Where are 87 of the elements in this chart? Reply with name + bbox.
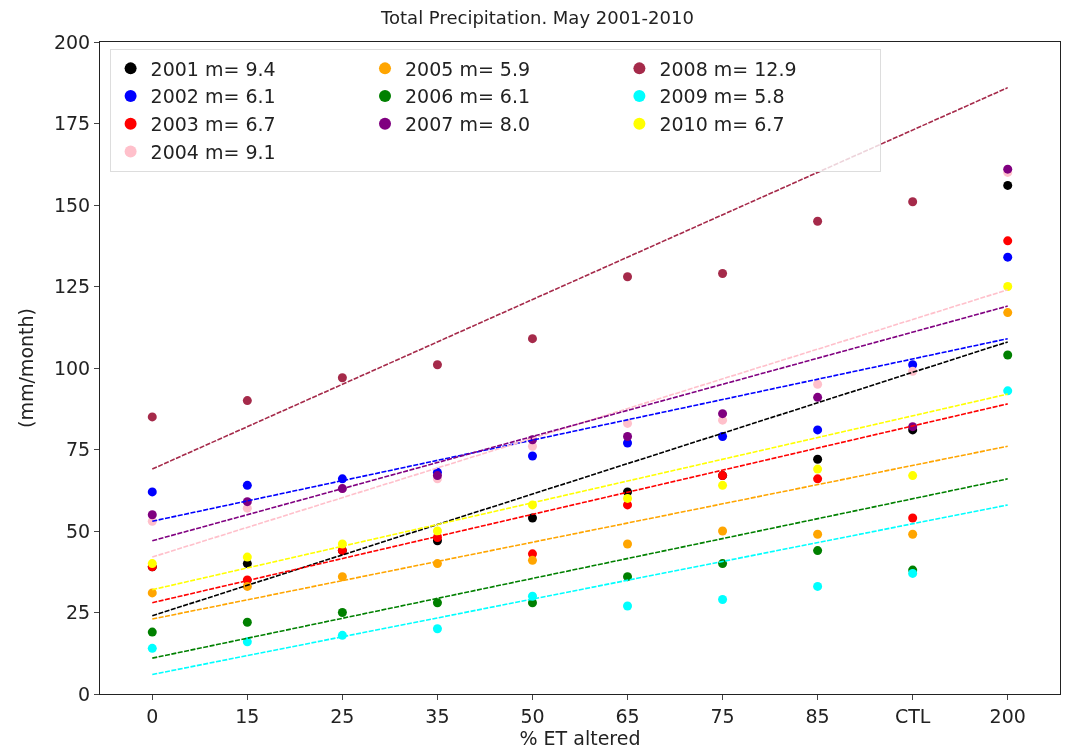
point xyxy=(813,546,823,556)
point xyxy=(147,510,157,520)
point xyxy=(813,464,823,474)
point xyxy=(718,526,728,536)
x-tick-label: 65 xyxy=(615,704,640,727)
y-tick-label: 50 xyxy=(66,519,91,542)
y-tick-label: 200 xyxy=(53,30,91,53)
point xyxy=(1003,308,1013,318)
point xyxy=(813,581,823,591)
y-tick-label: 25 xyxy=(66,601,91,624)
point xyxy=(623,418,633,428)
legend-label: 2002 m= 6.1 xyxy=(150,85,276,108)
legend-label: 2007 m= 8.0 xyxy=(405,113,531,136)
point xyxy=(242,637,252,647)
legend-label: 2006 m= 6.1 xyxy=(405,85,531,108)
y-tick-label: 175 xyxy=(53,112,91,135)
point xyxy=(242,552,252,562)
legend-label: 2003 m= 6.7 xyxy=(150,113,276,136)
point xyxy=(242,617,252,627)
point xyxy=(623,572,633,582)
point xyxy=(337,608,347,617)
point xyxy=(1003,252,1013,262)
x-axis-title: % ET altered xyxy=(519,726,641,749)
point xyxy=(432,624,442,634)
legend-label: 2001 m= 9.4 xyxy=(150,57,276,80)
point xyxy=(623,431,633,441)
point xyxy=(813,392,823,402)
point xyxy=(908,513,918,523)
point xyxy=(718,594,728,604)
y-tick-label: 0 xyxy=(78,682,91,705)
x-tick-label: 25 xyxy=(330,704,355,727)
point xyxy=(147,643,157,653)
point xyxy=(242,480,252,490)
point xyxy=(337,373,347,383)
chart-title: Total Precipitation. May 2001-2010 xyxy=(380,6,694,28)
point xyxy=(432,598,442,608)
point xyxy=(718,268,728,278)
x-tick-label: 75 xyxy=(710,704,735,727)
point xyxy=(813,454,823,464)
x-tick-label: 85 xyxy=(805,704,830,727)
x-tick-label: CTL xyxy=(894,704,931,727)
point xyxy=(527,555,537,565)
point xyxy=(527,451,537,461)
point xyxy=(718,409,728,419)
point xyxy=(908,471,918,481)
point xyxy=(1003,282,1013,291)
point xyxy=(147,627,157,637)
point xyxy=(813,425,823,435)
point xyxy=(432,360,442,370)
x-tick-label: 200 xyxy=(989,704,1026,727)
legend-label: 2009 m= 5.8 xyxy=(659,85,785,108)
y-tick-label: 75 xyxy=(66,438,91,461)
legend-label: 2010 m= 6.7 xyxy=(659,113,785,136)
point xyxy=(147,487,157,497)
point xyxy=(1003,386,1013,396)
x-tick-label: 35 xyxy=(425,704,450,727)
point xyxy=(623,493,633,503)
point xyxy=(718,431,728,441)
point xyxy=(908,197,918,207)
point xyxy=(813,474,823,484)
y-axis-title: (mm/month) xyxy=(14,308,37,428)
point xyxy=(432,526,442,536)
point xyxy=(623,539,633,549)
x-tick-label: 50 xyxy=(520,704,545,727)
x-tick-label: 15 xyxy=(235,704,260,727)
y-tick-label: 150 xyxy=(53,193,91,216)
point xyxy=(147,588,157,598)
point xyxy=(337,572,347,582)
point xyxy=(1003,180,1013,190)
legend-label: 2005 m= 5.9 xyxy=(405,57,531,80)
y-tick-label: 100 xyxy=(53,356,91,379)
y-tick-label: 125 xyxy=(53,275,91,298)
point xyxy=(623,601,633,611)
point xyxy=(813,529,823,539)
point xyxy=(813,216,823,226)
point xyxy=(1003,350,1013,360)
point xyxy=(813,379,823,389)
point xyxy=(908,529,918,539)
point xyxy=(242,396,252,406)
x-tick-label: 0 xyxy=(146,704,159,727)
point xyxy=(527,334,537,344)
point xyxy=(147,412,157,422)
legend-label: 2004 m= 9.1 xyxy=(150,140,276,163)
legend-label: 2008 m= 12.9 xyxy=(659,57,797,80)
point xyxy=(718,480,728,490)
point xyxy=(1003,236,1013,246)
point xyxy=(623,272,633,282)
